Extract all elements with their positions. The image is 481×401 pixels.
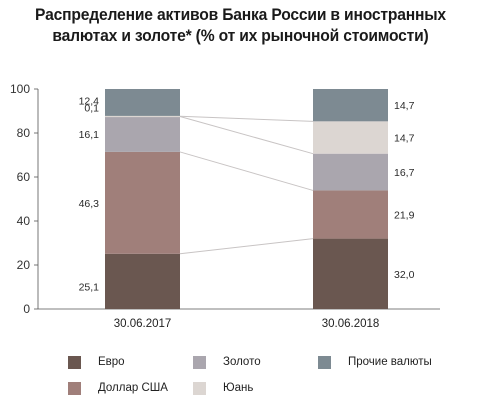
y-tick-label: 20 — [17, 258, 31, 272]
data-label: 14,7 — [394, 100, 415, 112]
bar-segment — [105, 89, 180, 117]
legend-item: Юань — [193, 380, 253, 396]
data-label: 16,1 — [79, 129, 100, 141]
connector-line — [179, 116, 314, 155]
data-label: 16,7 — [394, 167, 415, 179]
chart-title-line-1: Распределение активов Банка России в ино… — [35, 5, 446, 24]
data-label: 21,9 — [394, 210, 415, 222]
legend-label: Прочие валюты — [348, 356, 432, 368]
legend-swatch — [68, 355, 81, 369]
legend-item: Евро — [68, 354, 125, 370]
data-label: 32,0 — [394, 269, 415, 281]
data-label: 12,4 — [79, 96, 100, 108]
data-label: 0,1 — [84, 103, 99, 115]
legend-item: Золото — [193, 354, 261, 370]
bar-segment — [105, 151, 180, 254]
data-label: 14,7 — [394, 133, 415, 145]
legend-swatch — [193, 381, 206, 395]
connector-line — [179, 238, 314, 255]
y-tick-label: 60 — [17, 170, 31, 184]
legend-label: Евро — [98, 356, 125, 368]
y-tick-label: 100 — [10, 82, 30, 96]
legend-swatch — [318, 355, 331, 369]
legend-item: Доллар США — [68, 380, 168, 396]
connector-line — [179, 151, 314, 191]
data-label: 25,1 — [79, 281, 100, 293]
bar-segment — [105, 116, 180, 152]
legend-label: Юань — [223, 382, 254, 394]
data-label: 46,3 — [79, 198, 100, 210]
connector-line — [179, 115, 314, 122]
legend-swatch — [193, 355, 206, 369]
x-category-label: 30.06.2018 — [322, 318, 380, 330]
chart-title: Распределение активов Банка России в ино… — [19, 4, 462, 46]
bar-segment — [313, 238, 388, 309]
bar-segment — [313, 121, 388, 154]
bar-segment — [105, 253, 180, 309]
bar-segment — [313, 153, 388, 191]
bar-segment — [313, 190, 388, 239]
legend-label: Доллар США — [98, 382, 168, 394]
y-tick-label: 0 — [23, 302, 30, 316]
legend-item: Прочие валюты — [318, 354, 432, 370]
y-tick-label: 40 — [17, 214, 31, 228]
bar-segment — [313, 89, 388, 122]
legend-label: Золото — [223, 356, 261, 368]
chart-legend: Евро Золото Прочие валюты Доллар США Юань — [0, 350, 481, 400]
stacked-bar-chart: 0 20 40 60 80 100 25,1 46,3 16,1 0,112,4 32,0 21,9… — [10, 82, 440, 330]
y-tick-label: 80 — [17, 126, 31, 140]
legend-swatch — [68, 381, 81, 395]
chart-title-line-2: валютах и золоте* (% от их рыночной стои… — [52, 26, 429, 45]
x-category-label: 30.06.2017 — [114, 318, 172, 330]
